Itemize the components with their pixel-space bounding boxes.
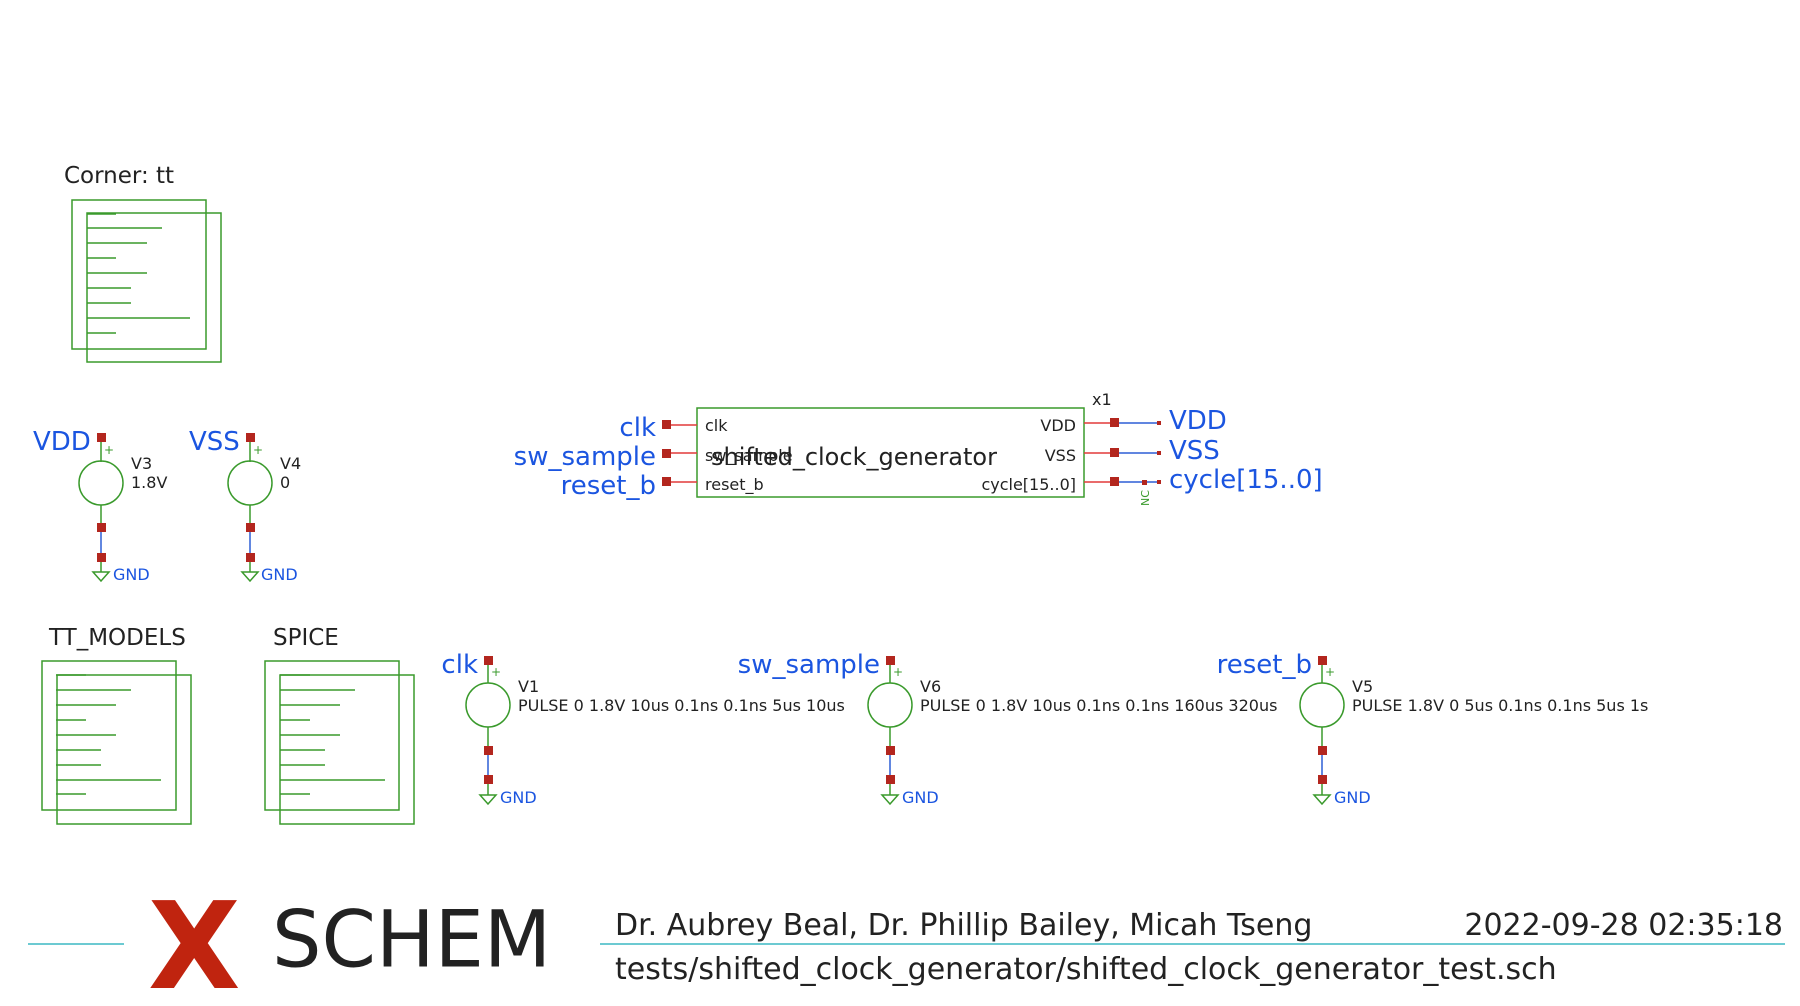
ground-icon [1312, 794, 1332, 806]
pin [97, 433, 106, 442]
tt-models-label: TT_MODELS [48, 625, 186, 651]
source-name: V5 [1352, 677, 1373, 696]
net-labels-right[interactable]: VDD VSS cycle[15..0] [1169, 406, 1323, 495]
pulse-source-v5[interactable]: reset_b + GND V5 PULSE 1.8V 0 5us 0.1ns … [1217, 650, 1649, 807]
doc-lines [280, 674, 385, 795]
authors: Dr. Aubrey Beal, Dr. Phillip Bailey, Mic… [615, 908, 1312, 943]
net-label-cycle: cycle[15..0] [1169, 465, 1323, 495]
gnd-label: GND [902, 788, 939, 807]
pin-label-vdd: VDD [1040, 416, 1076, 435]
voltage-source-symbol [78, 460, 124, 506]
spice-code-block[interactable]: SPICE [264, 625, 415, 825]
file-path: tests/shifted_clock_generator/shifted_cl… [615, 952, 1557, 987]
net-label-sw-sample: sw_sample [514, 442, 656, 472]
gnd-label: GND [113, 565, 150, 584]
pin-vss[interactable] [1110, 448, 1119, 457]
net-label-vdd: VDD [33, 427, 91, 457]
gnd-label: GND [261, 565, 298, 584]
net-label-vss-out: VSS [1169, 436, 1220, 466]
net-label-vss: VSS [189, 427, 240, 457]
doc-icon [41, 660, 177, 811]
supply-source-v4[interactable]: VSS + GND V4 0 [189, 427, 301, 584]
svg-text:+: + [1325, 665, 1335, 679]
xschem-logo-x: X [148, 878, 241, 1006]
net-label-clk: clk [619, 413, 656, 443]
ground-icon [91, 571, 111, 583]
pin-cycle[interactable] [1110, 477, 1119, 486]
voltage-source-symbol [465, 682, 511, 728]
voltage-source-symbol [867, 682, 913, 728]
net-label-reset-b: reset_b [561, 471, 656, 501]
ground-icon [240, 571, 260, 583]
pin-label-reset-b: reset_b [705, 475, 764, 495]
source-value: 0 [280, 473, 290, 492]
source-name: V1 [518, 677, 539, 696]
gnd-label: GND [1334, 788, 1371, 807]
net-label-vdd-out: VDD [1169, 406, 1227, 436]
doc-icon [264, 660, 400, 811]
source-value: PULSE 0 1.8V 10us 0.1ns 0.1ns 160us 320u… [920, 696, 1277, 715]
title-block: X SCHEM Dr. Aubrey Beal, Dr. Phillip Bai… [28, 878, 1785, 1006]
symbol-name: shifted_clock_generator [711, 443, 997, 471]
doc-lines [87, 213, 190, 334]
supply-source-v3[interactable]: VDD + GND V3 1.8V [33, 427, 167, 584]
svg-text:+: + [491, 665, 501, 679]
doc-lines [56, 674, 161, 795]
xschem-logo-text: SCHEM [272, 895, 551, 985]
pulse-source-v6[interactable]: sw_sample + GND V6 PULSE 0 1.8V 10us 0.1… [738, 650, 1278, 807]
tt-models-code-block[interactable]: TT_MODELS [41, 625, 192, 825]
net-label-reset-b-src: reset_b [1217, 650, 1312, 680]
instance-name: x1 [1092, 390, 1112, 409]
pin-clk[interactable] [662, 420, 671, 429]
gnd-label: GND [500, 788, 537, 807]
net-labels-left[interactable]: clk sw_sample reset_b [514, 413, 656, 501]
pin-vdd[interactable] [1110, 418, 1119, 427]
datetime: 2022-09-28 02:35:18 [1464, 908, 1783, 943]
source-value: PULSE 1.8V 0 5us 0.1ns 0.1ns 5us 1s [1352, 696, 1648, 715]
source-value: 1.8V [131, 473, 167, 492]
nc-label: NC [1139, 490, 1152, 506]
pin-label-sw-sample: sw_sample [705, 446, 793, 466]
pin-label-vss: VSS [1045, 446, 1076, 465]
doc-icon [71, 199, 207, 350]
pin-label-clk: clk [705, 416, 728, 435]
source-value: PULSE 0 1.8V 10us 0.1ns 0.1ns 5us 10us [518, 696, 845, 715]
svg-text:+: + [253, 443, 263, 457]
source-name: V4 [280, 454, 301, 473]
ground-icon [478, 794, 498, 806]
pin-reset-b[interactable] [662, 477, 671, 486]
source-name: V3 [131, 454, 152, 473]
source-name: V6 [920, 677, 941, 696]
svg-text:+: + [104, 443, 114, 457]
ground-icon [880, 794, 900, 806]
voltage-source-symbol [227, 460, 273, 506]
corner-code-block[interactable]: Corner: tt [64, 163, 222, 363]
spice-label: SPICE [273, 625, 339, 651]
net-label-sw-sample-src: sw_sample [738, 650, 880, 680]
pin-label-cycle: cycle[15..0] [981, 475, 1076, 494]
svg-text:+: + [893, 665, 903, 679]
pulse-source-v1[interactable]: clk + GND V1 PULSE 0 1.8V 10us 0.1ns 0.1… [441, 650, 844, 807]
net-label-clk-src: clk [441, 650, 478, 680]
subcircuit-x1[interactable]: x1 clk sw_sample reset_b shifted_clock_g… [662, 390, 1161, 506]
corner-label: Corner: tt [64, 163, 174, 189]
pin-sw-sample[interactable] [662, 449, 671, 458]
voltage-source-symbol [1299, 682, 1345, 728]
